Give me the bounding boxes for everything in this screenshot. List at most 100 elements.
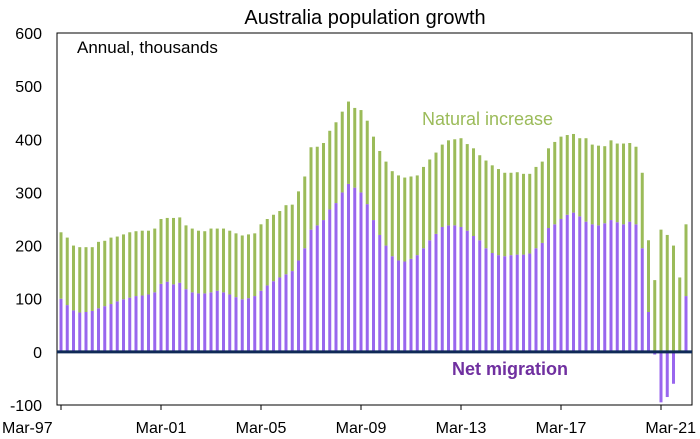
natural-increase-bar — [384, 161, 388, 246]
natural-increase-bar — [497, 169, 500, 256]
net-migration-bar — [390, 256, 394, 352]
net-migration-bar — [265, 285, 269, 352]
x-tick-label: Mar-09 — [336, 420, 387, 437]
net-migration-bar — [365, 204, 369, 352]
net-migration-bar — [665, 351, 669, 398]
natural-increase-bar — [334, 122, 338, 204]
natural-increase-bar — [547, 148, 550, 229]
net-migration-bar — [378, 234, 382, 352]
net-migration-bar — [559, 219, 563, 352]
x-tick-label: Mar-21 — [645, 420, 696, 437]
net-migration-bar — [428, 240, 432, 352]
net-migration-bar — [253, 296, 257, 352]
y-tick-label: 400 — [15, 132, 42, 149]
plot-area-frame — [56, 32, 693, 406]
net-migration-bar — [159, 283, 163, 352]
y-axis: -100 0 100 200 300 400 500 600 — [10, 26, 42, 415]
natural-increase-bar — [453, 139, 457, 226]
natural-increase-bar — [97, 241, 100, 309]
natural-increase-bar — [440, 144, 444, 227]
net-migration-bar — [115, 301, 119, 352]
net-migration-bar — [259, 290, 263, 352]
net-migration-bar — [515, 254, 519, 352]
net-migration-bar — [684, 296, 688, 352]
net-migration-bar — [447, 225, 450, 352]
net-migration-bar — [647, 312, 650, 352]
natural-increase-bar — [434, 152, 438, 234]
natural-increase-bar — [459, 138, 463, 227]
natural-increase-bar — [159, 219, 163, 284]
net-migration-bar — [584, 221, 588, 352]
natural-increase-bar — [540, 161, 544, 243]
net-migration-bar — [222, 292, 225, 352]
natural-increase-bar — [409, 176, 413, 259]
natural-increase-bar — [534, 166, 538, 249]
natural-increase-bar — [128, 232, 132, 298]
net-migration-bar — [659, 351, 663, 403]
natural-increase-bar — [172, 217, 175, 285]
net-migration-bar — [84, 312, 88, 352]
natural-increase-bar — [265, 219, 269, 286]
net-migration-bar — [134, 296, 138, 352]
natural-increase-bar — [422, 166, 425, 249]
natural-increase-bar — [509, 172, 513, 256]
natural-increase-bar — [478, 155, 482, 241]
natural-increase-bar — [303, 176, 307, 249]
net-migration-bar — [128, 297, 132, 352]
net-migration-bar — [240, 299, 244, 352]
net-migration-bar — [422, 248, 425, 352]
y-tick-label: 100 — [15, 292, 42, 309]
natural-increase-bar — [515, 172, 519, 255]
natural-increase-bar — [597, 145, 600, 226]
natural-increase-bar — [659, 229, 663, 352]
natural-increase-bar — [653, 280, 657, 352]
net-migration-bar — [353, 187, 357, 352]
natural-increase-bar — [415, 175, 419, 256]
natural-increase-bar — [65, 237, 69, 306]
net-migration-bar — [309, 229, 313, 352]
natural-increase-bar — [528, 173, 532, 254]
natural-increase-bar — [284, 205, 288, 275]
net-migration-bar — [347, 183, 350, 352]
natural-increase-bar — [634, 146, 638, 225]
net-migration-bar — [553, 224, 557, 352]
natural-increase-bar — [490, 165, 494, 254]
natural-increase-bar — [315, 146, 319, 226]
natural-increase-bar — [72, 245, 75, 311]
natural-increase-bar — [565, 135, 569, 215]
natural-increase-bar — [328, 130, 332, 210]
net-migration-bar — [328, 209, 332, 352]
natural-increase-bar — [153, 228, 157, 293]
net-migration-bar — [178, 282, 182, 352]
natural-increase-bar — [584, 138, 588, 222]
annotation-natural-increase: Natural increase — [422, 109, 553, 129]
net-migration-bar — [234, 297, 238, 352]
x-tick-label: Mar-01 — [136, 420, 187, 437]
natural-increase-bar — [247, 234, 250, 299]
net-migration-bar — [578, 216, 582, 352]
natural-increase-bar — [403, 177, 407, 262]
net-migration-bar — [109, 304, 113, 352]
net-migration-bar — [59, 298, 63, 352]
net-migration-bar — [609, 220, 613, 352]
natural-increase-bar — [465, 144, 469, 231]
natural-increase-bar — [78, 247, 82, 313]
natural-increase-bar — [353, 107, 357, 188]
natural-increase-bar — [365, 120, 369, 205]
net-migration-bar — [497, 255, 500, 352]
net-migration-bar — [197, 293, 200, 352]
natural-increase-bar — [84, 247, 88, 312]
net-migration-bar — [72, 310, 75, 352]
net-migration-bar — [97, 308, 100, 352]
natural-increase-bar — [278, 211, 282, 278]
net-migration-bar — [228, 294, 232, 352]
chart-title: Australia population growth — [244, 7, 485, 29]
natural-increase-bar — [297, 191, 300, 261]
net-migration-bar — [672, 351, 675, 384]
net-migration-bar — [184, 289, 188, 352]
net-migration-bar — [478, 240, 482, 352]
net-migration-bar — [528, 253, 532, 352]
net-migration-bar — [603, 223, 607, 352]
net-migration-bar — [165, 281, 169, 352]
natural-increase-bar — [572, 133, 575, 213]
